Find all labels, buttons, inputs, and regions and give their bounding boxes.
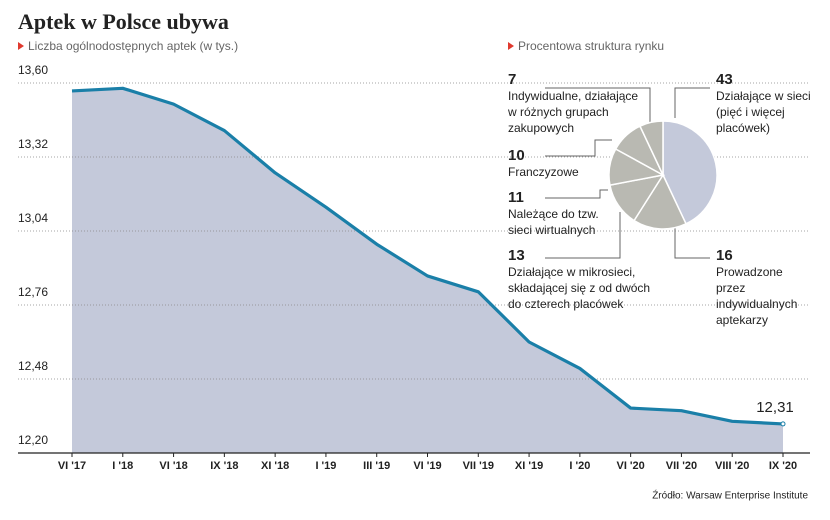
value-label: 12,31 bbox=[756, 399, 794, 416]
x-tick-label: VI '20 bbox=[616, 460, 644, 472]
x-tick-label: XI '18 bbox=[261, 460, 289, 472]
slice-value: 43 bbox=[716, 71, 733, 88]
x-tick-label: III '19 bbox=[363, 460, 390, 472]
slice-value: 7 bbox=[508, 71, 516, 88]
x-tick-label: I '18 bbox=[112, 460, 133, 472]
x-tick-label: VI '17 bbox=[58, 460, 86, 472]
area bbox=[72, 88, 783, 454]
slice-value: 13 bbox=[508, 247, 525, 264]
y-tick-label: 12,48 bbox=[18, 359, 48, 373]
slice-label: Indywidualne, działające bbox=[508, 89, 638, 103]
slice-label: aptekarzy bbox=[716, 313, 768, 327]
slice-label: indywidualnych bbox=[716, 297, 797, 311]
leader bbox=[545, 87, 651, 122]
pie-slice bbox=[639, 120, 664, 176]
x-tick-label: IX '18 bbox=[210, 460, 238, 472]
leader bbox=[545, 189, 608, 199]
y-tick-label: 13,04 bbox=[18, 211, 48, 225]
pie-slice bbox=[662, 120, 718, 225]
slice-label: w różnych grupach bbox=[507, 105, 609, 119]
x-tick-label: VIII '20 bbox=[715, 460, 749, 472]
x-tick-label: IX '20 bbox=[769, 460, 797, 472]
leader bbox=[545, 139, 612, 157]
marker bbox=[508, 42, 514, 50]
y-tick-label: 13,60 bbox=[18, 63, 48, 77]
x-tick-label: I '19 bbox=[315, 460, 336, 472]
slice-label: Franczyzowe bbox=[508, 165, 579, 179]
slice-label: przez bbox=[716, 281, 745, 295]
pie-title: Procentowa struktura rynku bbox=[518, 39, 664, 53]
slice-label: do czterech placówek bbox=[508, 297, 624, 311]
leader bbox=[674, 222, 710, 259]
x-tick-label: VI '19 bbox=[413, 460, 441, 472]
slice-label: placówek) bbox=[716, 121, 770, 135]
slice-label: sieci wirtualnych bbox=[508, 223, 595, 237]
y-tick-label: 12,76 bbox=[18, 285, 48, 299]
y-tick-label: 12,20 bbox=[18, 433, 48, 447]
slice-value: 10 bbox=[508, 147, 525, 164]
leader bbox=[545, 212, 621, 259]
slice-label: Działające w mikrosieci, bbox=[508, 265, 635, 279]
chart-subtitle: Liczba ogólnodostępnych aptek (w tys.) bbox=[28, 39, 238, 53]
source: Źródło: Warsaw Enterprise Institute bbox=[652, 489, 808, 502]
slice-label: Prowadzone bbox=[716, 265, 783, 279]
chart-title: Aptek w Polsce ubywa bbox=[18, 9, 229, 34]
leaders bbox=[545, 87, 710, 259]
leader bbox=[674, 87, 710, 118]
line bbox=[71, 86, 784, 426]
y-tick-label: 13,32 bbox=[18, 137, 48, 151]
slice-label: Działające w sieci bbox=[716, 89, 811, 103]
end-point bbox=[780, 421, 786, 427]
slice-label: składającej się z od dwóch bbox=[508, 281, 650, 295]
slice-label: zakupowych bbox=[508, 121, 574, 135]
x-tick-label: I '20 bbox=[569, 460, 590, 472]
x-tick-label: VII '20 bbox=[666, 460, 697, 472]
slice-value: 11 bbox=[508, 189, 524, 206]
slice-label: Należące do tzw. bbox=[508, 207, 599, 221]
x-tick-label: VI '18 bbox=[159, 460, 187, 472]
slice-label: (pięć i więcej bbox=[716, 105, 785, 119]
pie-slice bbox=[633, 173, 687, 230]
marker bbox=[18, 42, 24, 50]
x-tick-label: VII '19 bbox=[463, 460, 494, 472]
x-tick-label: XI '19 bbox=[515, 460, 543, 472]
slice-value: 16 bbox=[716, 247, 733, 264]
